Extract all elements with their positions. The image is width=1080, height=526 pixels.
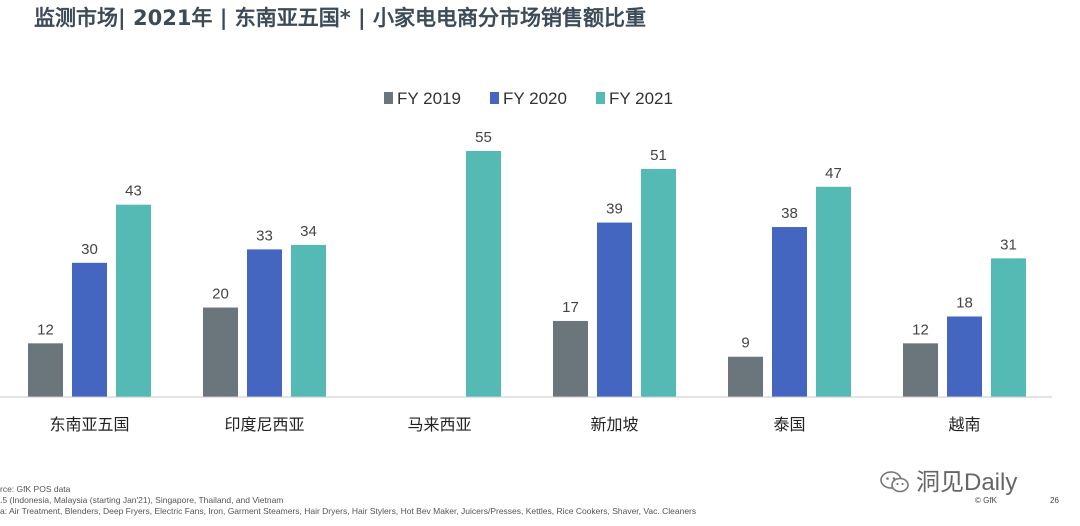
category-label: 泰国 (773, 415, 805, 434)
data-label: 33 (256, 227, 273, 244)
footer-markets: .5 (Indonesia, Malaysia (starting Jan'21… (0, 495, 284, 505)
bar-fy-2021-5 (991, 258, 1026, 397)
data-label: 47 (825, 165, 842, 182)
legend-label: FY 2020 (503, 89, 567, 108)
bar-fy-2020-1 (247, 249, 282, 397)
bar-fy-2021-1 (291, 244, 326, 397)
data-label: 55 (475, 129, 492, 146)
data-label: 20 (212, 286, 229, 303)
data-label: 34 (300, 223, 317, 240)
data-label: 12 (912, 321, 929, 338)
data-label: 51 (650, 147, 667, 164)
footer-categories: a: Air Treatment, Blenders, Deep Fryers,… (0, 506, 697, 516)
brand-mark: © GfK (975, 496, 997, 505)
data-label: 18 (956, 294, 973, 311)
bar-fy-2020-3 (597, 222, 632, 397)
data-label: 9 (741, 335, 749, 352)
bar-fy-2019-3 (553, 320, 588, 397)
data-label: 12 (37, 321, 54, 338)
data-label: 39 (606, 201, 623, 218)
bar-fy-2020-4 (772, 227, 807, 397)
data-label: 30 (81, 241, 98, 258)
category-label: 东南亚五国 (49, 415, 129, 434)
x-axis-categories: 东南亚五国 印度尼西亚 马来西亚 新加坡 泰国 越南 (49, 415, 980, 434)
bar-fy-2020-0 (72, 262, 107, 397)
category-label: 印度尼西亚 (224, 415, 304, 434)
bar-fy-2021-0 (116, 204, 151, 397)
bar-fy-2021-2 (466, 151, 501, 397)
legend-swatch (596, 92, 605, 104)
legend-label: FY 2021 (609, 89, 673, 108)
wechat-icon (880, 471, 909, 493)
bar-fy-2019-1 (203, 307, 238, 397)
legend-swatch (490, 92, 499, 104)
bar-fy-2019-0 (28, 343, 63, 397)
category-label: 越南 (948, 415, 980, 434)
chart-legend: FY 2019 FY 2020 FY 2021 (384, 89, 673, 108)
page-title: 监测市场| 2021年 | 东南亚五国* | 小家电电商分市场销售额比重 (34, 6, 646, 30)
category-label: 马来西亚 (407, 415, 471, 434)
bar-chart: FY 2019 FY 2020 FY 2021 12 30 43 20 33 34 55 17 39… (0, 89, 1052, 434)
category-label: 新加坡 (590, 415, 638, 434)
data-label: 31 (1000, 236, 1017, 253)
data-label: 38 (781, 205, 798, 222)
watermark: 洞见Daily (880, 462, 1017, 497)
page-number: 26 (1050, 496, 1059, 505)
bar-fy-2021-3 (641, 168, 676, 397)
footer-source: rce: GfK POS data (0, 484, 71, 494)
chart-bars (28, 151, 1026, 397)
bar-fy-2019-4 (728, 356, 763, 397)
bar-fy-2020-5 (947, 316, 982, 397)
bar-fy-2021-4 (816, 186, 851, 397)
data-label: 17 (562, 299, 579, 316)
chart-data-labels: 12 30 43 20 33 34 55 17 39 51 9 38 47 12 18 31 (37, 129, 1017, 352)
watermark-text: 洞见Daily (916, 469, 1018, 496)
legend-swatch (384, 92, 393, 104)
bar-fy-2019-5 (903, 343, 938, 397)
legend-label: FY 2019 (397, 89, 461, 108)
data-label: 43 (125, 183, 142, 200)
